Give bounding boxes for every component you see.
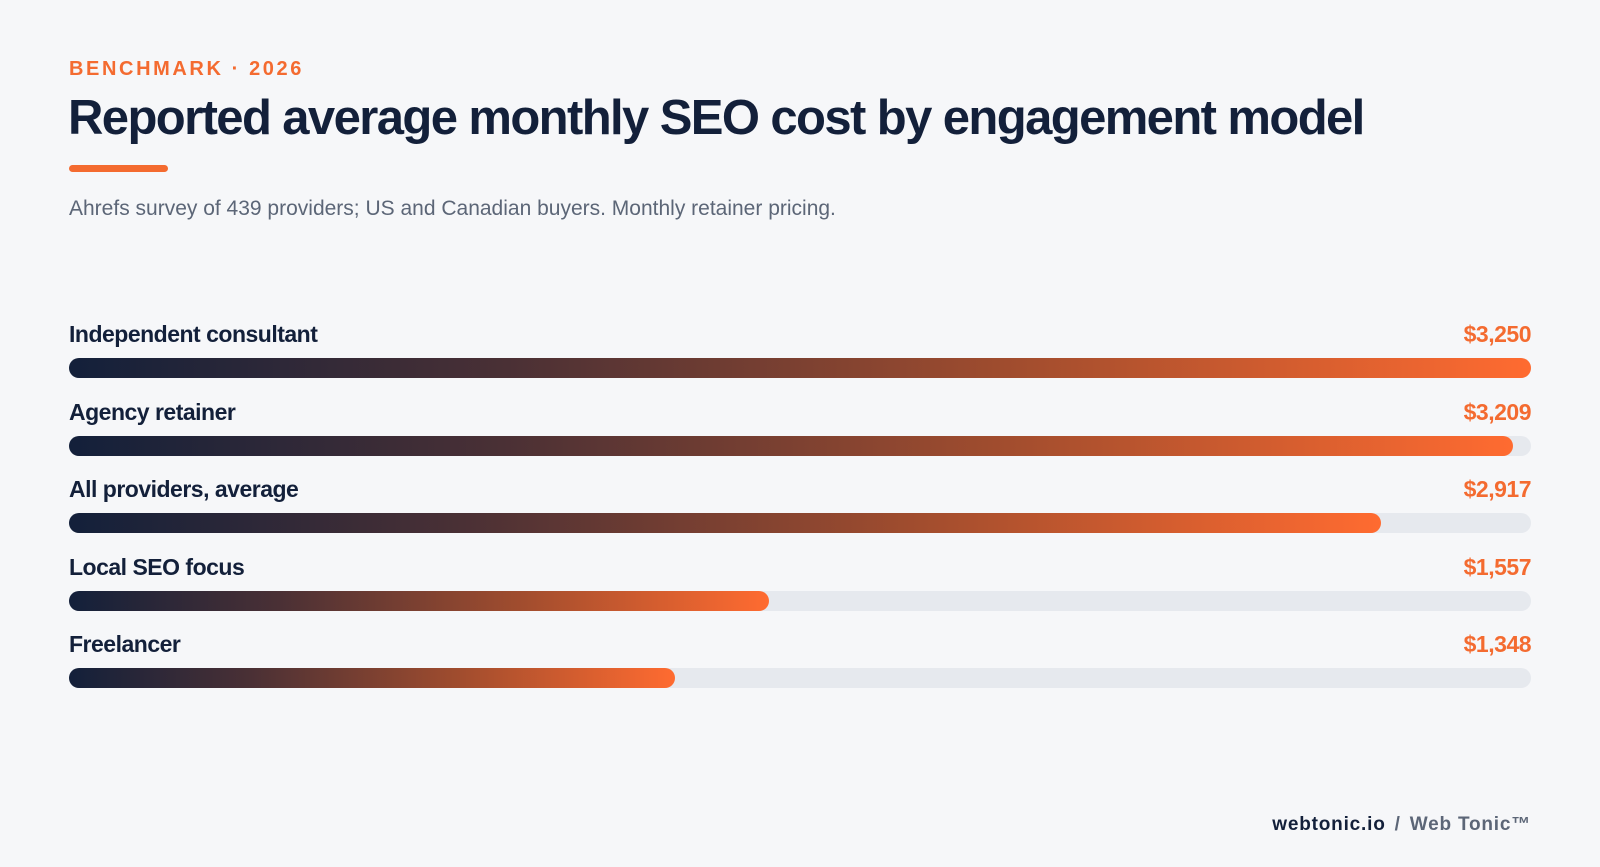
bar-chart: Independent consultant $3,250 Agency retai… [69,318,1532,706]
subtitle: Ahrefs survey of 439 providers; US and C… [69,197,836,220]
bar [69,668,675,688]
bar-value-label: $1,348 [1463,631,1532,657]
bar-row-header: All providers, average $2,917 [69,473,1532,513]
bar-value-label: $3,250 [1463,321,1532,347]
bar-category-label: Freelancer [69,631,181,657]
bar-category-label: Independent consultant [69,321,318,347]
eyebrow: BENCHMARK · 2026 [69,58,304,80]
bar [69,435,1513,456]
bar-value-label: $3,209 [1463,398,1532,425]
title-underline [69,165,168,172]
bar-row-header: Independent consultant $3,250 [69,318,1532,358]
bar-row: Independent consultant $3,250 [69,318,1532,396]
bar-track [69,513,1531,533]
bar-row-header: Freelancer $1,348 [69,628,1532,668]
bar-track [69,435,1531,456]
bar-track [69,668,1531,688]
footer-credit: webtonic.io / Web Tonic™ [1272,814,1531,836]
bar [69,358,1531,378]
bar-row-header: Local SEO focus $1,557 [69,551,1532,591]
bar [69,513,1381,533]
bar-category-label: Local SEO focus [69,553,245,580]
bar-track [69,590,1531,611]
bar-category-label: Agency retainer [69,398,236,425]
bar-value-label: $1,557 [1463,553,1532,580]
bar-category-label: All providers, average [69,476,299,502]
bar-row-header: Agency retainer $3,209 [69,396,1532,436]
bar-row: Agency retainer $3,209 [69,396,1532,474]
bar-track [69,358,1531,378]
bar-row: Local SEO focus $1,557 [69,551,1532,629]
bar [69,590,769,611]
footer-brand: Web Tonic™ [1409,814,1531,835]
bar-row: Freelancer $1,348 [69,628,1532,706]
page-title: Reported average monthly SEO cost by eng… [68,91,1365,145]
bar-value-label: $2,917 [1463,476,1532,502]
bar-row: All providers, average $2,917 [69,473,1532,551]
footer-separator: / [1394,814,1401,835]
footer-domain[interactable]: webtonic.io [1272,814,1386,835]
